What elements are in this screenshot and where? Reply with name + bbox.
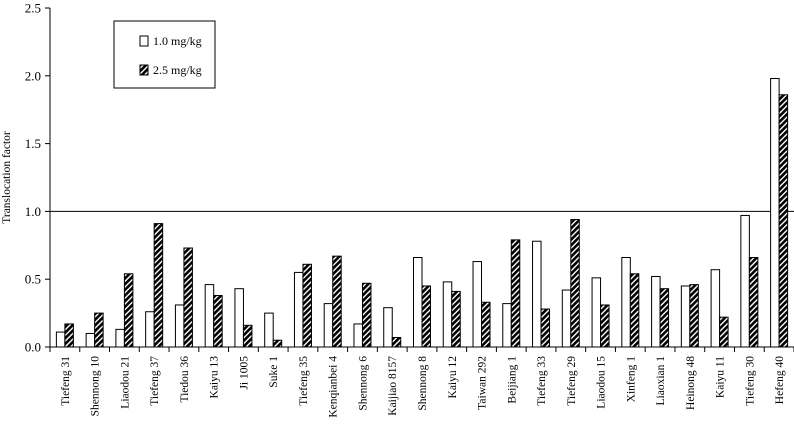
category-label: Tiefeng 37 <box>149 356 161 406</box>
bar-1-0-mg-kg <box>204 284 215 348</box>
y-tick-label: 2.0 <box>25 68 41 83</box>
bar-2-5-mg-kg <box>540 308 551 348</box>
bar-2-5-mg-kg <box>778 94 789 348</box>
bar-1-0-mg-kg <box>383 307 393 348</box>
bar-2-5-mg-kg <box>659 288 670 348</box>
legend: 1.0 mg/kg 2.5 mg/kg <box>113 20 216 89</box>
category-label: Ji 1005 <box>238 356 250 390</box>
bar-2-5-mg-kg <box>748 257 759 348</box>
bar-1-0-mg-kg <box>85 332 96 348</box>
category-label: Kaiyu 13 <box>209 356 221 399</box>
legend-box <box>113 20 216 89</box>
category-label: Shennong 10 <box>90 356 102 417</box>
bar-1-0-mg-kg <box>651 275 661 348</box>
bar-2-5-mg-kg <box>242 324 253 348</box>
plot-area: 0.0 0.5 1.0 1.5 2.0 2.5 Tiefeng 31 Shennong 10 L… <box>25 1 794 418</box>
bar-1-0-mg-kg <box>591 277 602 348</box>
category-label: Tiefeng 35 <box>298 356 310 406</box>
bar-1-0-mg-kg <box>293 271 304 348</box>
bar-2-5-mg-kg <box>570 219 580 348</box>
bar-2-5-mg-kg <box>272 339 283 348</box>
y-axis-title: Translocation factor <box>1 131 13 224</box>
category-label: Shennong 6 <box>357 356 369 411</box>
category-label: Tiefeng 33 <box>536 356 548 406</box>
category-label: Hefeng 40 <box>774 356 786 404</box>
y-tick-label: 1.5 <box>25 136 41 151</box>
y-tick-label: 0.0 <box>25 340 41 355</box>
bar-1-0-mg-kg <box>770 78 780 348</box>
category-label: Tiefeng 31 <box>60 356 72 406</box>
bar-2-5-mg-kg <box>451 290 461 348</box>
category-label: Tiefeng 30 <box>744 356 756 406</box>
bar-1-0-mg-kg <box>502 303 512 348</box>
category-label: Liaodou 15 <box>596 356 608 409</box>
category-label: Taiwan 292 <box>477 356 489 410</box>
bar-1-0-mg-kg <box>115 328 125 348</box>
category-label: Tiefeng 29 <box>566 356 578 406</box>
y-tick-label: 1.0 <box>25 204 41 219</box>
bar-1-0-mg-kg <box>442 281 453 348</box>
bar-2-5-mg-kg <box>421 285 431 348</box>
bar-1-0-mg-kg <box>472 261 483 348</box>
bar-1-0-mg-kg <box>55 331 66 348</box>
category-label: Shennong 8 <box>417 356 429 411</box>
bar-2-5-mg-kg <box>481 301 491 348</box>
bar-1-0-mg-kg <box>561 289 572 348</box>
bar-2-5-mg-kg <box>629 273 640 348</box>
category-label: Kenqianbei 4 <box>328 356 340 418</box>
y-tick-label: 0.5 <box>25 272 41 287</box>
category-label: Tiedou 36 <box>179 356 191 403</box>
y-tick-label: 2.5 <box>25 1 41 16</box>
bar-2-5-mg-kg <box>361 282 372 348</box>
category-label: Beijiang 1 <box>506 356 518 404</box>
category-label: Liaoxian 1 <box>655 356 667 406</box>
bar-1-0-mg-kg <box>323 303 334 348</box>
bar-2-5-mg-kg <box>600 304 610 348</box>
category-label: Kaiyu 11 <box>715 356 727 398</box>
legend-swatch-2 <box>139 64 149 76</box>
bar-2-5-mg-kg <box>332 255 342 348</box>
bar-2-5-mg-kg <box>153 223 164 348</box>
bar-1-0-mg-kg <box>710 269 721 348</box>
bar-1-0-mg-kg <box>234 288 244 348</box>
bar-2-5-mg-kg <box>123 273 134 348</box>
bar-2-5-mg-kg <box>689 284 699 348</box>
legend-label-1: 1.0 mg/kg <box>153 34 202 48</box>
bar-1-0-mg-kg <box>532 240 542 348</box>
bar-1-0-mg-kg <box>145 311 155 348</box>
category-label: Heinong 48 <box>685 356 697 410</box>
bar-2-5-mg-kg <box>94 312 104 348</box>
category-label: Kaijiao 8157 <box>387 356 399 416</box>
legend-label-2: 2.5 mg/kg <box>153 63 202 77</box>
bar-2-5-mg-kg <box>213 294 223 348</box>
bar-1-0-mg-kg <box>413 257 423 348</box>
bar-1-0-mg-kg <box>740 214 750 348</box>
bar-2-5-mg-kg <box>719 316 729 348</box>
bar-1-0-mg-kg <box>174 304 185 348</box>
bar-2-5-mg-kg <box>391 337 402 348</box>
bar-1-0-mg-kg <box>621 257 631 348</box>
bar-2-5-mg-kg <box>302 263 312 348</box>
category-label: Liaodou 21 <box>119 356 131 409</box>
bar-1-0-mg-kg <box>264 312 274 348</box>
bar-2-5-mg-kg <box>64 323 74 348</box>
bar-1-0-mg-kg <box>353 323 363 348</box>
category-label: Suke 1 <box>268 356 280 388</box>
bar-2-5-mg-kg <box>183 247 193 348</box>
bar-1-0-mg-kg <box>680 285 691 348</box>
category-label: Xinfeng 1 <box>625 356 637 403</box>
category-label: Kaiyu 12 <box>447 356 459 399</box>
legend-swatch-1 <box>139 35 149 47</box>
bar-2-5-mg-kg <box>510 239 521 348</box>
